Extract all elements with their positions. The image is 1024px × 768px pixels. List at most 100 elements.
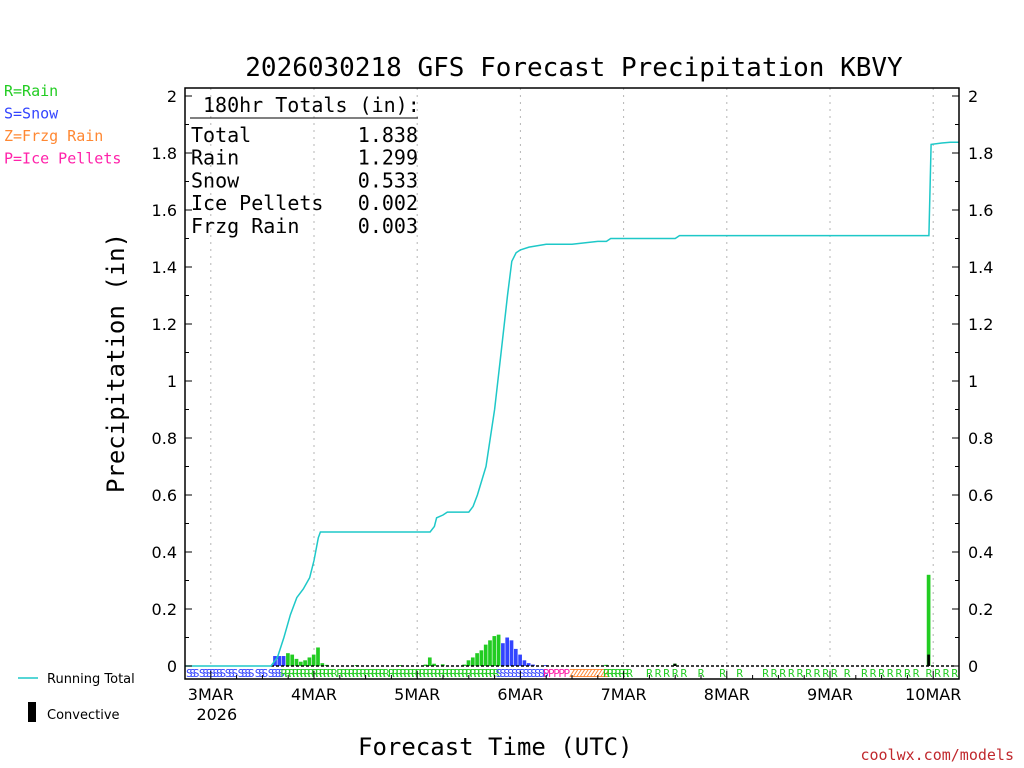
snow-code: S bbox=[220, 667, 227, 680]
rain-code: R bbox=[878, 667, 885, 680]
y-tick-label-right: 0.2 bbox=[968, 600, 993, 619]
snow-code: S bbox=[534, 667, 541, 680]
rain-code: R bbox=[296, 667, 303, 680]
rain-code: R bbox=[913, 667, 920, 680]
y-tick-label-left: 2 bbox=[167, 87, 177, 106]
rain-code: R bbox=[419, 667, 426, 680]
rain-code: R bbox=[474, 667, 481, 680]
y-tick-label-right: 2 bbox=[968, 87, 978, 106]
precip-bar bbox=[277, 656, 282, 666]
rain-code: R bbox=[870, 667, 877, 680]
x-tick-label: 10MAR bbox=[905, 685, 961, 704]
frzg-rain-code: Z bbox=[593, 667, 600, 680]
precip-bar bbox=[423, 664, 428, 666]
frzg-rain-code: Z bbox=[596, 667, 603, 680]
rain-code: R bbox=[438, 667, 445, 680]
precip-bar bbox=[513, 648, 518, 666]
gridlines bbox=[210, 88, 934, 679]
precip-bar bbox=[544, 665, 548, 666]
totals-box: 180hr Totals (in): Total 1.838 Rain 1.299 Sn… bbox=[190, 93, 420, 238]
rain-code: R bbox=[943, 667, 950, 680]
y-tick-label-right: 0.4 bbox=[968, 543, 993, 562]
rain-code: R bbox=[655, 667, 662, 680]
rain-code: R bbox=[411, 667, 418, 680]
y-tick-label-right: 0.6 bbox=[968, 486, 993, 505]
rain-code: R bbox=[367, 667, 374, 680]
y-tick-label-left: 1.6 bbox=[152, 201, 177, 220]
rain-code: R bbox=[308, 667, 315, 680]
chart-title: 2026030218 GFS Forecast Precipitation KB… bbox=[245, 53, 903, 83]
y-tick-label-left: 1 bbox=[167, 372, 177, 391]
rain-code: R bbox=[356, 667, 363, 680]
y-tick-label-left: 1.4 bbox=[152, 258, 177, 277]
y-tick-label-left: 1.8 bbox=[152, 144, 177, 163]
snow-code: S bbox=[530, 667, 537, 680]
precip-bar bbox=[475, 653, 479, 666]
rain-code: R bbox=[831, 667, 838, 680]
rain-code: R bbox=[292, 667, 299, 680]
rain-code: R bbox=[951, 667, 958, 680]
precip-bar bbox=[488, 640, 492, 666]
totals-value: 1.838 bbox=[358, 123, 418, 147]
rain-code: R bbox=[493, 667, 500, 680]
snow-code: S bbox=[213, 667, 220, 680]
y-tick-label-left: 0 bbox=[167, 657, 177, 676]
rain-code: R bbox=[446, 667, 453, 680]
totals-label: Rain bbox=[191, 146, 239, 170]
rain-code: R bbox=[348, 667, 355, 680]
snow-code: S bbox=[244, 667, 251, 680]
rain-code: R bbox=[371, 667, 378, 680]
frzg-rain-code: Z bbox=[579, 667, 586, 680]
rain-code: R bbox=[315, 667, 322, 680]
frzg-rain-code: Z bbox=[600, 667, 607, 680]
snow-code: S bbox=[262, 667, 269, 680]
rain-code: R bbox=[844, 667, 851, 680]
precip-bar bbox=[496, 634, 501, 666]
totals-value: 0.002 bbox=[358, 191, 418, 215]
snow-code: S bbox=[206, 667, 213, 680]
rain-code: R bbox=[450, 667, 457, 680]
rain-code: R bbox=[485, 667, 492, 680]
convective-swatch bbox=[28, 702, 36, 722]
rain-code: R bbox=[736, 667, 743, 680]
precip-bar bbox=[479, 650, 484, 666]
x-tick-label: 6MAR bbox=[497, 685, 543, 704]
precip-bar bbox=[397, 665, 402, 666]
totals-value: 0.003 bbox=[358, 214, 418, 238]
frzg-rain-code: Z bbox=[586, 667, 593, 680]
snow-code: S bbox=[496, 667, 503, 680]
precip-bar bbox=[281, 656, 286, 666]
y-tick-label-left: 0.4 bbox=[152, 543, 177, 562]
precip-bars bbox=[273, 574, 931, 666]
totals-label: Total bbox=[191, 123, 251, 147]
ice-pellet-code: P bbox=[564, 667, 571, 680]
y-axis-left: 0 0.2 0.4 0.6 0.8 1 1.2 1.4 1.6 1.8 2 bbox=[152, 87, 192, 676]
snow-code: S bbox=[527, 667, 534, 680]
snow-code: S bbox=[542, 667, 549, 680]
rain-code: R bbox=[379, 667, 386, 680]
rain-code: R bbox=[323, 667, 330, 680]
precip-bar bbox=[311, 654, 316, 666]
rain-code: R bbox=[465, 667, 472, 680]
y-axis-right: 0 0.2 0.4 0.6 0.8 1 1.2 1.4 1.6 1.8 2 bbox=[952, 87, 993, 676]
convective-bar bbox=[927, 654, 930, 666]
rain-code: R bbox=[281, 667, 288, 680]
rain-code: R bbox=[327, 667, 334, 680]
precip-bar bbox=[427, 657, 432, 666]
precip-bar bbox=[483, 644, 488, 666]
type-legend-item: R=Rain bbox=[4, 82, 58, 100]
snow-code: S bbox=[275, 667, 282, 680]
rain-code: R bbox=[352, 667, 359, 680]
type-legend-item: Z=Frzg Rain bbox=[4, 127, 103, 145]
rain-code: R bbox=[288, 667, 295, 680]
rain-code: R bbox=[462, 667, 469, 680]
series-legend: Running Total Convective bbox=[18, 672, 135, 723]
snow-code: S bbox=[538, 667, 545, 680]
rain-code: R bbox=[603, 667, 610, 680]
precip-bar bbox=[298, 661, 303, 666]
precip-bar bbox=[509, 640, 514, 666]
x-tick-label: 7MAR bbox=[601, 685, 647, 704]
precip-bar bbox=[432, 663, 436, 666]
rain-code: R bbox=[427, 667, 434, 680]
y-tick-label-left: 0.8 bbox=[152, 429, 177, 448]
